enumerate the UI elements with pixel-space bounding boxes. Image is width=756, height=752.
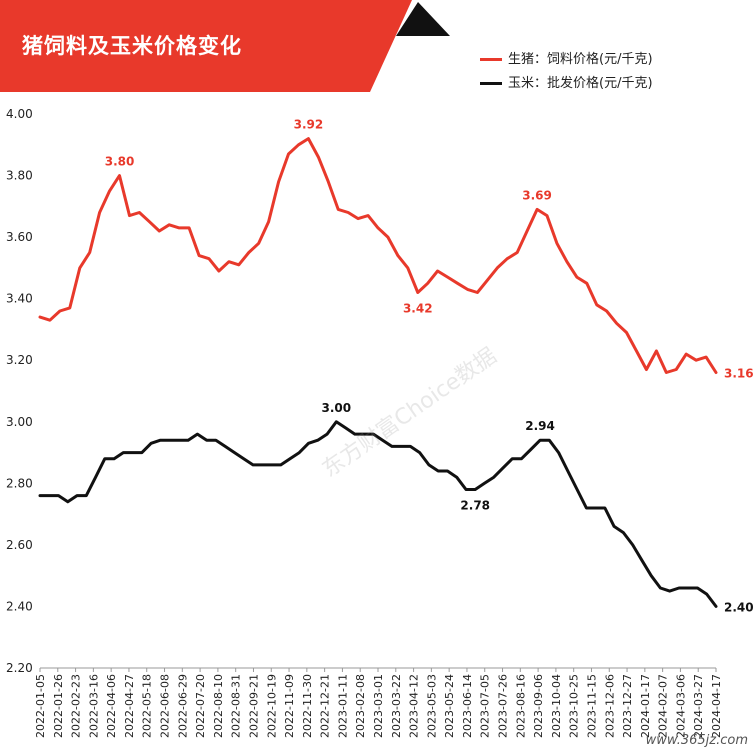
x-tick-label: 2023-07-26: [497, 674, 510, 738]
y-tick-label: 3.80: [6, 169, 33, 183]
y-tick-label: 2.20: [6, 661, 33, 675]
y-tick-label: 2.40: [6, 599, 33, 613]
data-label: 3.42: [403, 302, 433, 316]
x-tick-label: 2023-12-06: [603, 674, 616, 738]
x-tick-label: 2024-01-17: [639, 674, 652, 738]
x-tick-label: 2022-08-10: [212, 674, 225, 738]
data-label: 3.69: [522, 188, 552, 202]
legend-label-hog: 生猪：饲料价格(元/千克): [508, 52, 653, 67]
x-tick-label: 2022-06-29: [176, 674, 189, 738]
x-tick-label: 2024-03-27: [692, 674, 705, 738]
x-tick-label: 2022-01-26: [52, 674, 65, 738]
x-tick-label: 2023-11-15: [585, 674, 598, 738]
x-tick-label: 2022-05-18: [141, 674, 154, 738]
data-label: 3.80: [105, 155, 135, 169]
data-label: 3.16: [724, 367, 754, 381]
x-tick-label: 2023-06-14: [461, 674, 474, 738]
data-label: 3.92: [294, 118, 324, 132]
y-tick-label: 3.20: [6, 353, 33, 367]
y-tick-label: 2.60: [6, 538, 33, 552]
y-tick-label: 3.40: [6, 292, 33, 306]
x-tick-label: 2023-01-11: [336, 674, 349, 738]
x-tick-label: 2023-09-06: [532, 674, 545, 738]
x-tick-label: 2023-03-01: [372, 674, 385, 738]
x-tick-label: 2023-05-03: [425, 674, 438, 738]
title-banner: [0, 0, 450, 92]
banner-red-shape: [0, 0, 412, 92]
series-line-corn: [38, 420, 718, 608]
axes: 2.20 2.40 2.60 2.80 3.00 3.20 3.40 3.60 3.80 4.00…: [6, 107, 723, 738]
legend-item-corn: 玉米：批发价格(元/千克): [480, 72, 653, 91]
data-label: 2.78: [460, 498, 490, 512]
x-tick-label: 2022-07-20: [194, 674, 207, 738]
banner-black-triangle: [396, 2, 450, 36]
x-tick-label: 2023-05-24: [443, 674, 456, 738]
legend-swatch-corn: [480, 82, 502, 85]
y-tick-label: 3.00: [6, 415, 33, 429]
x-tick-label: 2023-12-27: [621, 674, 634, 738]
x-tick-label: 2023-04-12: [408, 674, 421, 738]
x-tick-label: 2024-03-06: [674, 674, 687, 738]
legend-label-corn: 玉米：批发价格(元/千克): [508, 76, 653, 91]
data-label: 2.40: [724, 600, 754, 614]
x-tick-label: 2022-02-23: [70, 674, 83, 738]
annotations: 3.80 3.92 3.42 3.69 3.16 3.00 2.78 2.94 2.40: [105, 118, 754, 615]
y-tick-label: 2.80: [6, 476, 33, 490]
x-tick-label: 2022-10-19: [265, 674, 278, 738]
legend-swatch-hog: [480, 58, 502, 61]
data-label: 3.00: [322, 401, 352, 415]
x-tick-label: 2023-07-05: [479, 674, 492, 738]
x-tick-label: 2024-04-17: [710, 674, 723, 738]
series: [38, 137, 718, 608]
x-tick-label: 2022-06-08: [159, 674, 172, 738]
x-tick-label: 2022-03-16: [87, 674, 100, 738]
data-label: 2.94: [525, 419, 555, 433]
x-tick-label: 2024-02-07: [657, 674, 670, 738]
x-tick-label: 2022-04-27: [123, 674, 136, 738]
x-tick-label: 2022-12-21: [319, 674, 332, 738]
x-tick-label: 2022-09-21: [247, 674, 260, 738]
x-tick-label: 2022-11-30: [301, 674, 314, 738]
x-tick-label: 2023-02-08: [354, 674, 367, 738]
x-tick-label: 2023-03-22: [390, 674, 403, 738]
chart-title: 猪饲料及玉米价格变化: [22, 34, 242, 58]
x-tick-label: 2022-08-31: [230, 674, 243, 738]
x-tick-label: 2022-11-09: [283, 674, 296, 738]
x-tick-label: 2022-01-05: [34, 674, 47, 738]
x-tick-label: 2023-10-04: [550, 674, 563, 738]
footer-site-text: www.365jz.com: [645, 733, 748, 748]
x-tick-label: 2022-04-06: [105, 674, 118, 738]
x-tick-label: 2023-10-25: [568, 674, 581, 738]
y-tick-label: 4.00: [6, 107, 33, 121]
y-tick-label: 3.60: [6, 230, 33, 244]
series-line-hog: [38, 137, 718, 374]
x-tick-label: 2023-08-16: [514, 674, 527, 738]
legend-item-hog: 生猪：饲料价格(元/千克): [480, 48, 653, 67]
